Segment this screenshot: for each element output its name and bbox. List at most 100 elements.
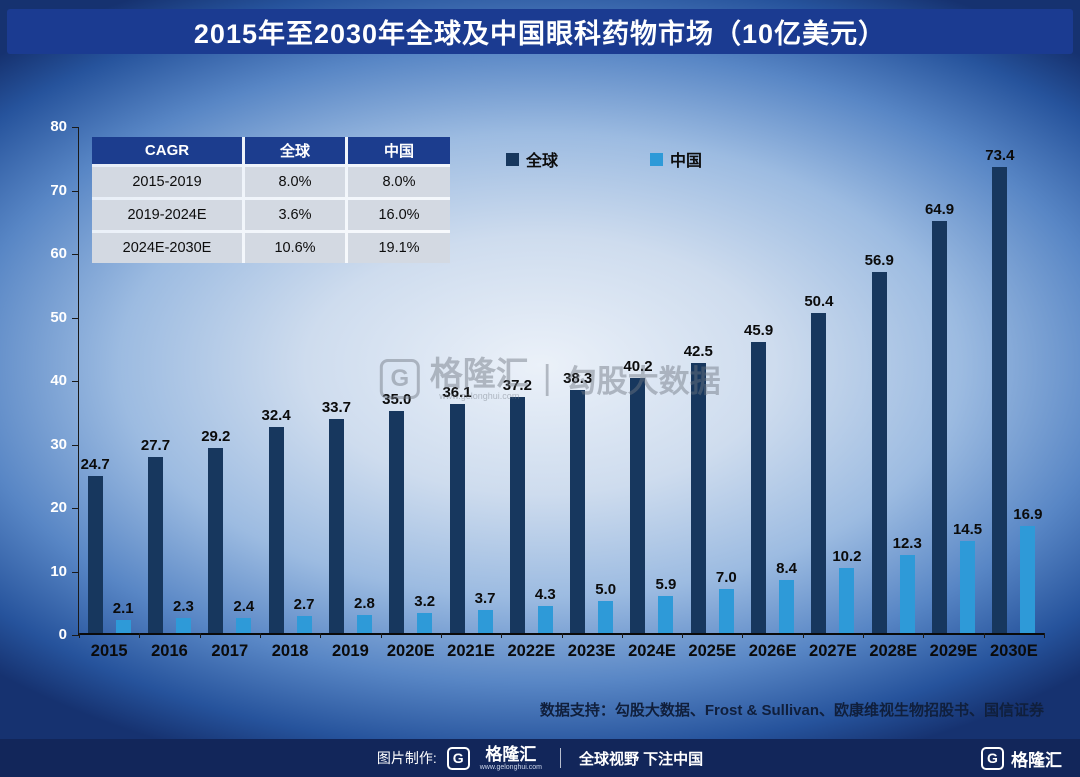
- legend-swatch-china: [650, 152, 664, 166]
- bar-全球-2024E: [630, 377, 646, 633]
- bar-中国-2030E: [1020, 525, 1036, 633]
- cagr-cell: 2024E-2030E: [92, 233, 242, 263]
- footer-slogan: 全球视野 下注中国: [578, 750, 704, 768]
- x-axis-label: 2027E: [809, 642, 857, 660]
- x-axis-tick: [259, 633, 261, 638]
- x-axis-label: 2020E: [386, 642, 435, 660]
- bar-wrap: 33.7: [322, 127, 351, 633]
- footer-made-by-label: 图片制作:: [376, 750, 437, 766]
- bar-value-label: 5.9: [655, 575, 677, 593]
- bar-value-label: 50.4: [804, 292, 834, 310]
- x-axis-tick: [923, 633, 925, 638]
- y-axis-tick: [72, 444, 79, 446]
- x-axis-tick: [983, 633, 985, 638]
- footer-brand-url: www.gelonghui.com: [479, 763, 542, 771]
- bar-全球-2026E: [751, 341, 767, 633]
- y-axis-tick: [72, 127, 79, 128]
- bar-中国-2017: [236, 617, 252, 633]
- bar-group-2020E: 35.0 3.2 2020E: [381, 127, 441, 660]
- bar-value-label: 2.7: [293, 595, 315, 613]
- bar-中国-2027E: [839, 568, 855, 633]
- bar-wrap: 2.7: [293, 127, 315, 633]
- cagr-cell: 3.6%: [245, 200, 345, 230]
- bar-group-2026E: 45.9 8.4 2026E: [742, 127, 802, 660]
- bar-value-label: 10.2: [832, 548, 862, 566]
- bar-中国-2028E: [899, 554, 915, 633]
- bar-wrap: 24.7: [81, 127, 110, 633]
- bar-中国-2019: [356, 615, 372, 633]
- bar-value-label: 2.8: [353, 595, 375, 613]
- bar-wrap: 40.2: [623, 127, 653, 633]
- y-axis-tick: [72, 190, 79, 192]
- bar-value-label: 36.1: [442, 383, 472, 401]
- legend-item-china: 中国: [650, 147, 702, 171]
- x-axis-tick: [682, 633, 684, 638]
- x-axis-label: 2016: [151, 642, 188, 660]
- bar-group-2027E: 50.4 10.2 2027E: [803, 127, 863, 660]
- bar-wrap: 56.9: [865, 127, 894, 633]
- cagr-header-cagr: CAGR: [92, 137, 242, 164]
- x-axis-label: 2019: [332, 642, 369, 660]
- legend: 全球 中国: [506, 147, 702, 171]
- footer-right-logo: G 格隆汇: [981, 739, 1062, 777]
- bar-全球-2021E: [449, 403, 465, 633]
- y-axis-tick: [72, 635, 79, 636]
- y-axis-tick: [72, 317, 79, 319]
- y-axis-tick-label: 10: [50, 562, 67, 580]
- bar-value-label: 3.7: [474, 589, 496, 607]
- cagr-cell: 8.0%: [348, 167, 450, 197]
- legend-label-global: 全球: [526, 153, 559, 170]
- x-axis-tick: [380, 633, 382, 638]
- bar-value-label: 64.9: [924, 200, 955, 218]
- bar-value-label: 35.0: [382, 390, 412, 408]
- bar-中国-2026E: [779, 579, 795, 633]
- bar-wrap: 36.1: [442, 127, 472, 633]
- cagr-cell: 2019-2024E: [92, 200, 242, 230]
- bar-value-label: 73.4: [985, 146, 1015, 164]
- bar-全球-2030E: [992, 166, 1008, 633]
- x-axis-tick: [139, 633, 141, 638]
- bar-value-label: 16.9: [1013, 505, 1043, 523]
- bar-wrap: 42.5: [684, 127, 713, 633]
- bar-wrap: 32.4: [262, 127, 291, 633]
- x-axis-tick: [320, 633, 322, 638]
- bar-wrap: 5.0: [595, 127, 616, 633]
- bar-value-label: 2.3: [173, 598, 194, 616]
- bar-group-2029E: 64.9 14.5 2029E: [923, 127, 983, 660]
- bar-全球-2020E: [389, 410, 405, 633]
- plot-area: 24.7 2.1 2015 27.7 2.3 2016 29.2 2.4 2017 32.4 2.7…: [50, 118, 1045, 660]
- cagr-cell: 2015-2019: [92, 167, 242, 197]
- bar-全球-2016: [147, 457, 163, 633]
- footer-brand-block: 格隆汇 www.gelonghui.com: [480, 746, 542, 771]
- bar-中国-2018: [296, 615, 312, 633]
- bar-value-label: 38.3: [563, 369, 593, 387]
- cagr-header-china: 中国: [348, 137, 450, 164]
- bar-wrap: 8.4: [776, 127, 797, 633]
- x-axis-tick: [621, 633, 623, 638]
- bar-全球-2028E: [871, 271, 887, 633]
- y-axis-tick: [72, 508, 79, 509]
- x-axis-label: 2025E: [688, 642, 737, 660]
- y-axis-tick: [72, 571, 79, 573]
- x-axis-label: 2021E: [447, 642, 495, 660]
- bar-wrap: 37.2: [503, 127, 532, 633]
- bar-wrap: 27.7: [141, 127, 170, 633]
- bar-value-label: 2.1: [112, 599, 134, 617]
- bar-wrap: 2.8: [353, 127, 375, 633]
- bar-group-2022E: 37.2 4.3 2022E: [501, 127, 561, 660]
- bar-wrap: 38.3: [563, 127, 592, 633]
- bar-group-2030E: 73.4 16.9 2030E: [984, 127, 1044, 660]
- bar-group-2021E: 36.1 3.7 2021E: [441, 127, 501, 660]
- cagr-table: CAGR 全球 中国 2015-2019 8.0% 8.0% 2019-2024E 3.…: [92, 137, 450, 263]
- y-axis-tick-label: 60: [50, 245, 67, 262]
- bar-value-label: 2.4: [233, 597, 255, 615]
- bar-全球-2023E: [570, 389, 586, 633]
- bar-wrap: 2.1: [112, 127, 134, 633]
- cagr-cell: 8.0%: [245, 167, 345, 197]
- bar-中国-2025E: [718, 588, 734, 633]
- bar-group-2015: 24.7 2.1 2015: [79, 127, 139, 660]
- bar-value-label: 3.2: [414, 592, 436, 610]
- bar-中国-2015: [115, 619, 131, 633]
- x-axis-label: 2029E: [929, 642, 978, 660]
- bar-value-label: 7.0: [715, 568, 737, 586]
